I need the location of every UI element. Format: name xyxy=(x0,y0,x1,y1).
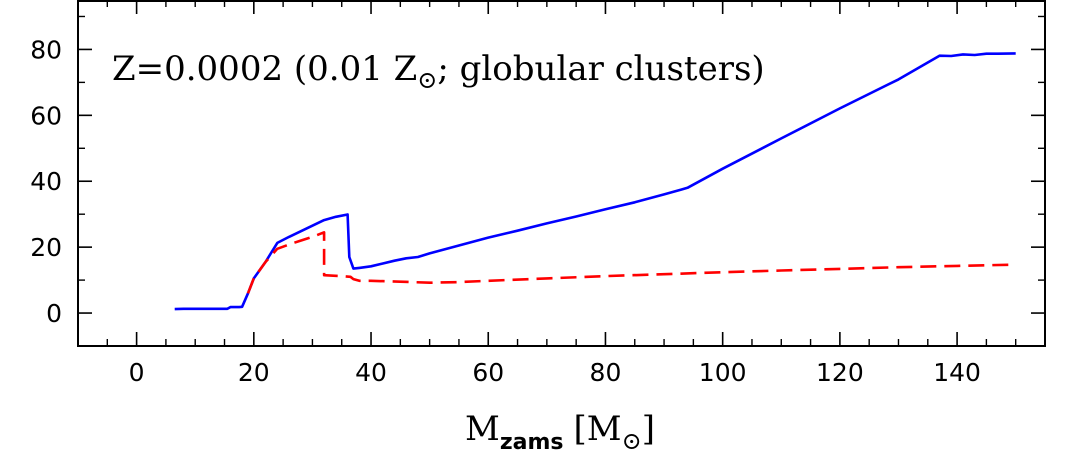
x-tick-label: 20 xyxy=(238,358,270,387)
x-tick-label: 140 xyxy=(933,358,981,387)
x-tick-label: 100 xyxy=(699,358,747,387)
y-tick-label: 20 xyxy=(30,233,62,262)
axis-ticks xyxy=(77,0,1046,347)
x-axis-label-bracket-open: [M xyxy=(574,409,622,449)
y-tick-label: 60 xyxy=(30,101,62,130)
x-tick-label: 80 xyxy=(590,358,622,387)
x-tick-label: 0 xyxy=(129,358,145,387)
series-lines xyxy=(174,52,1016,311)
x-tick-label: 40 xyxy=(355,358,387,387)
annotation-text: Z=0.0002 (0.01 Z⊙; globular clusters) xyxy=(112,49,765,94)
series-line-dashed xyxy=(246,231,1016,294)
x-tick-label: 120 xyxy=(816,358,864,387)
x-axis-label-bracket-close: ] xyxy=(642,409,655,449)
annotation-prefix: Z=0.0002 (0.01 Z xyxy=(112,49,417,89)
annotation-suffix: ; globular clusters) xyxy=(437,49,764,89)
x-axis-label-main: M xyxy=(465,409,500,449)
plot-frame xyxy=(77,0,1046,347)
y-tick-label: 40 xyxy=(30,167,62,196)
x-axis-label: Mzams [M⊙] xyxy=(465,409,655,455)
y-tick-label: 0 xyxy=(46,299,62,328)
x-axis-label-sun-symbol: ⊙ xyxy=(622,427,642,455)
series-line-solid xyxy=(174,52,1016,311)
y-tick-label: 80 xyxy=(30,35,62,64)
x-axis-label-sub: zams xyxy=(500,430,564,455)
tick-labels: 0 20 40 60 80 100 120 140 0 20 40 60 80 xyxy=(30,35,981,387)
annotation-sun-symbol: ⊙ xyxy=(417,66,437,94)
plot-border xyxy=(77,0,1046,347)
x-tick-label: 60 xyxy=(472,358,504,387)
